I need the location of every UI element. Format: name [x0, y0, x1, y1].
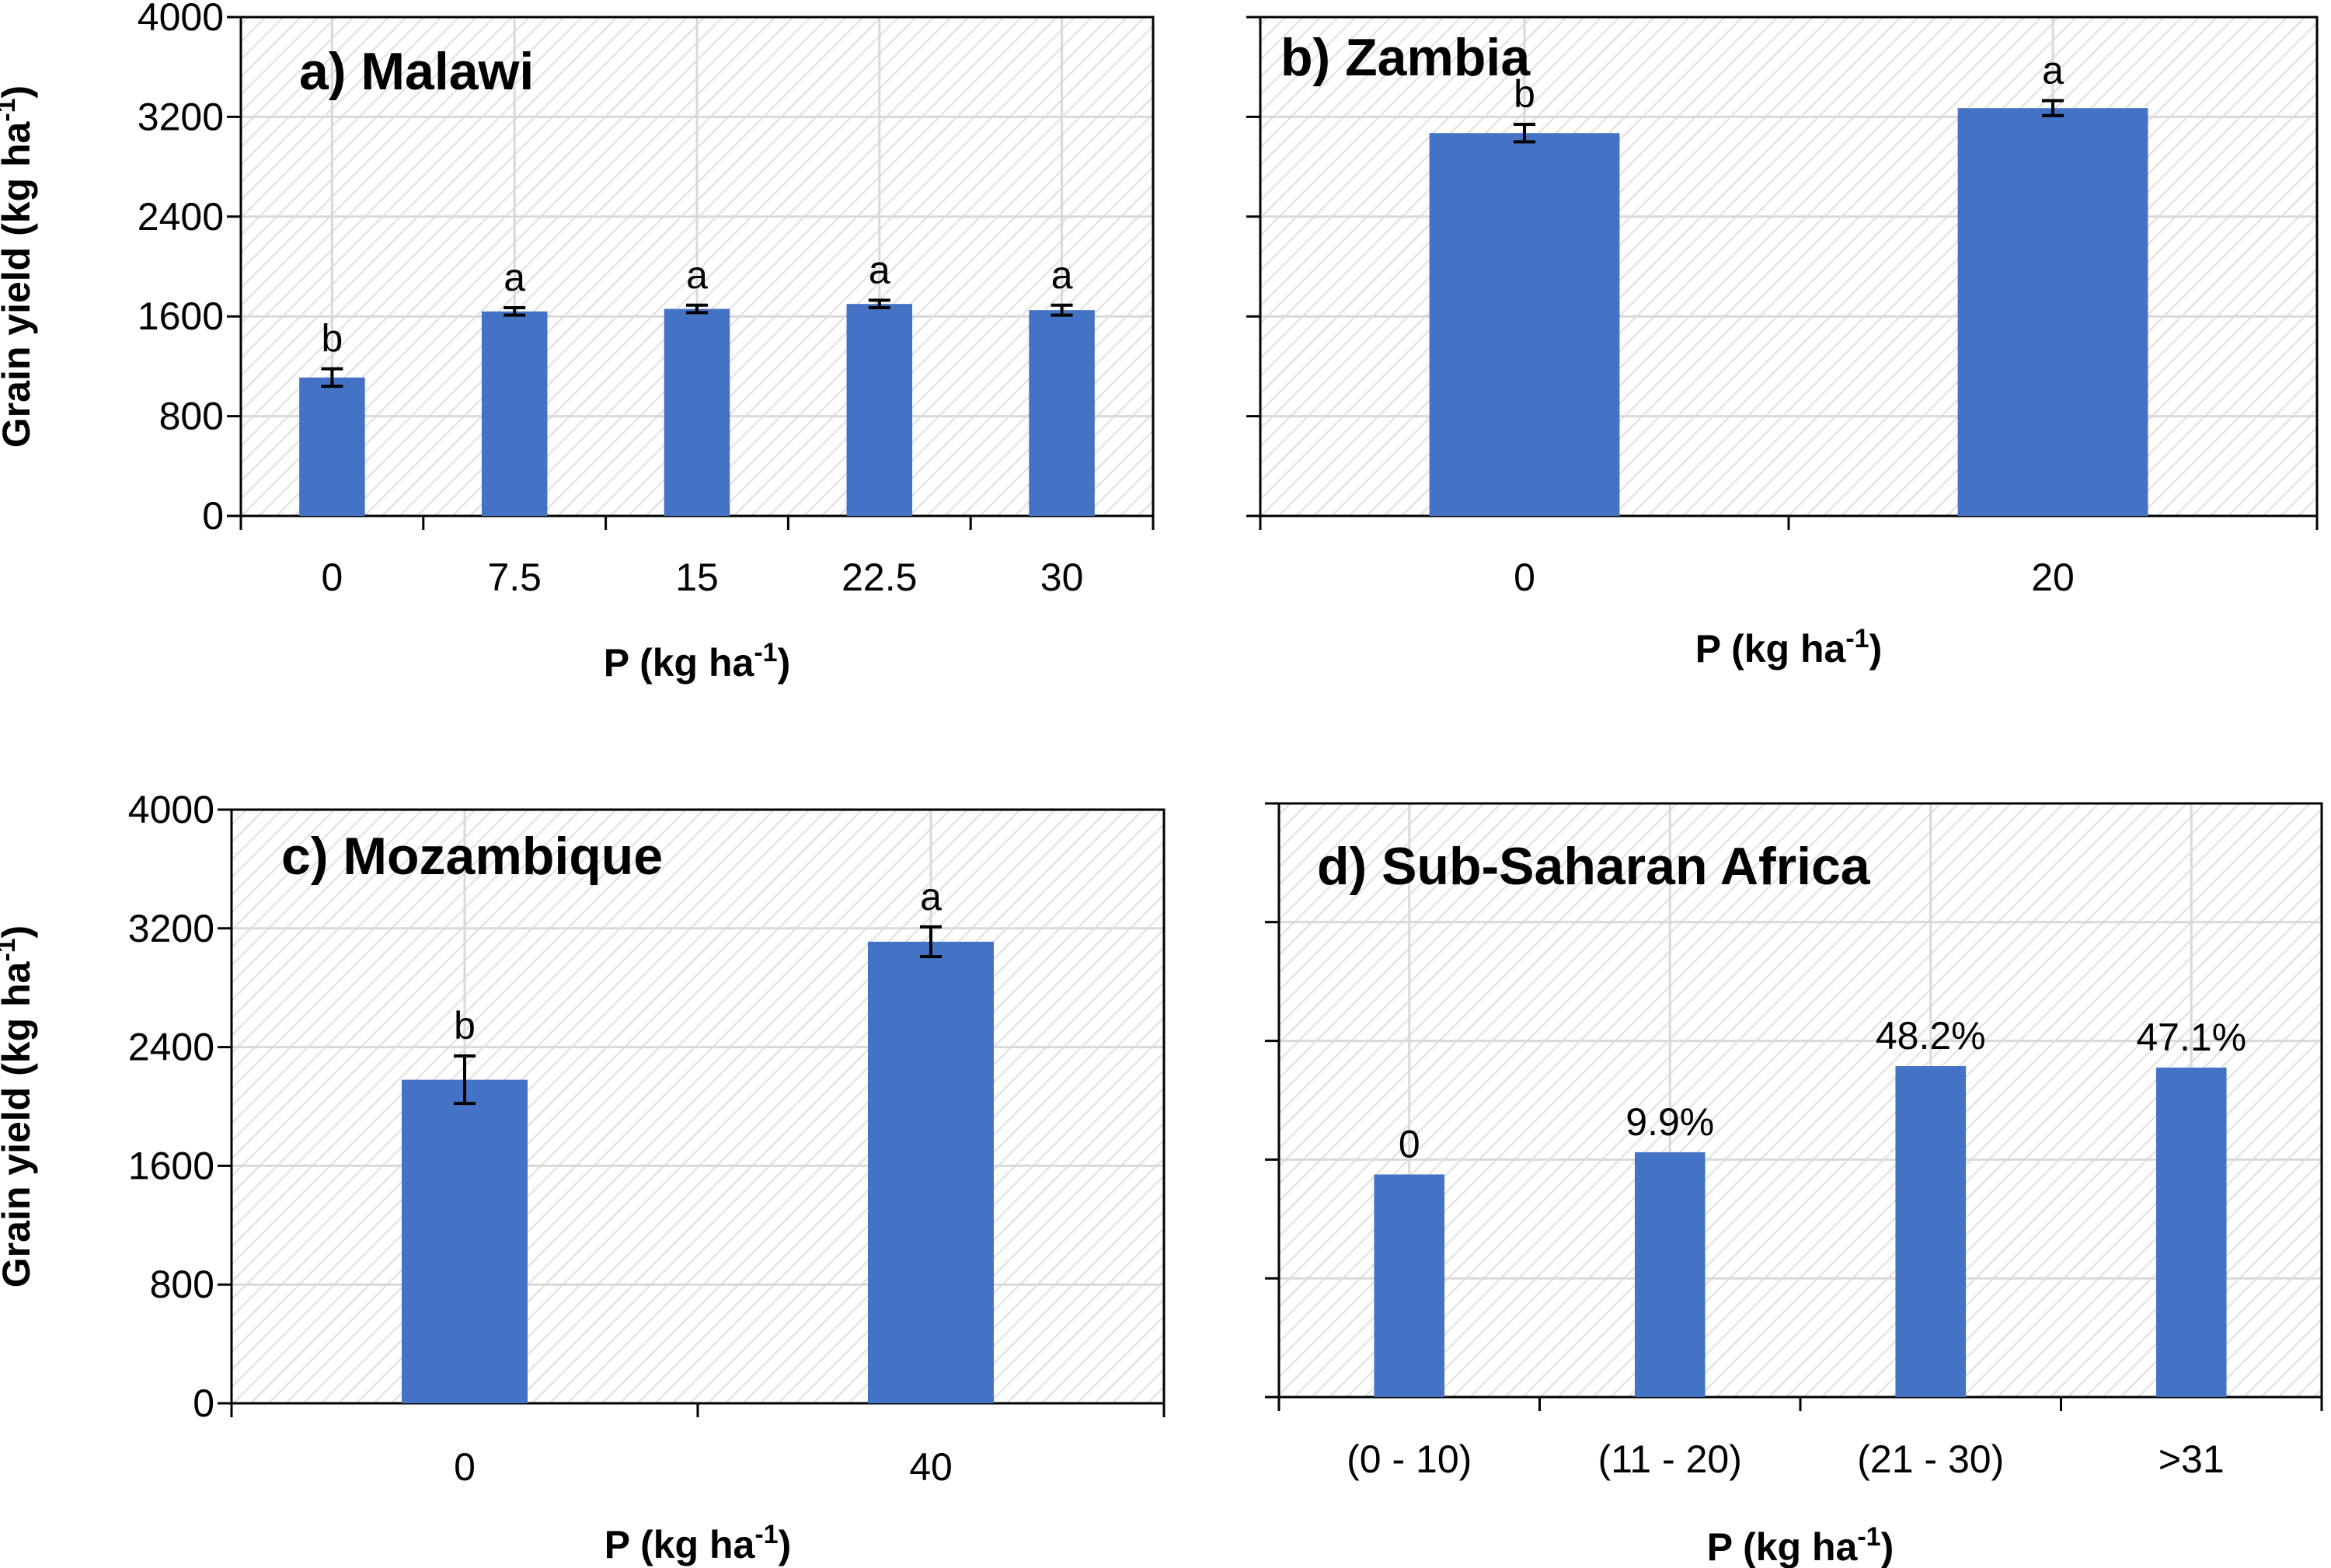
bar [1429, 133, 1620, 516]
y-tick-label: 1600 [128, 1144, 214, 1187]
x-tick-label: (0 - 10) [1347, 1437, 1472, 1481]
y-tick-label: 4000 [128, 788, 214, 831]
y-axis-title: Grain yield (kg ha-1) [0, 85, 38, 448]
x-tick-label: 30 [1040, 556, 1084, 599]
bar-data-label: 48.2% [1876, 1014, 1986, 1058]
bar-data-label: b [1514, 72, 1535, 116]
y-tick-label: 800 [159, 395, 224, 438]
bar [299, 377, 365, 516]
bar [2155, 1067, 2227, 1397]
bar-data-label: a [503, 256, 525, 299]
bar-data-label: 47.1% [2136, 1016, 2246, 1059]
panel-malawi: 0 800 1600 2400 3200 4000 b 0 a 7.5 a 15 a 22.5 a 30 a) … [0, 0, 1155, 685]
bar [1957, 108, 2148, 517]
y-axis-title: Grain yield (kg ha-1) [0, 925, 38, 1288]
x-tick-label: 40 [909, 1445, 953, 1489]
y-tick-label: 3200 [138, 95, 224, 138]
x-tick-label: (21 - 30) [1857, 1437, 2004, 1481]
y-tick-label: 800 [150, 1263, 214, 1306]
bar-data-label: a [1051, 253, 1073, 297]
y-tick-label: 4000 [138, 0, 224, 39]
bar-data-label: b [321, 317, 343, 361]
x-tick-label: 22.5 [841, 556, 917, 599]
bar-data-label: 9.9% [1625, 1100, 1714, 1144]
x-axis-title: P (kg ha-1) [604, 638, 790, 685]
plot-background [1260, 17, 2317, 516]
x-axis-title: P (kg ha-1) [605, 1520, 791, 1566]
x-tick-label: >31 [2159, 1437, 2225, 1481]
y-tick-label: 2400 [138, 195, 224, 239]
bar-data-label: a [686, 253, 708, 297]
y-tick-label: 2400 [128, 1026, 214, 1069]
x-axis-title: P (kg ha-1) [1695, 624, 1882, 671]
x-tick-label: (11 - 20) [1598, 1437, 1742, 1481]
x-tick-label: 0 [454, 1445, 476, 1489]
y-tick-label: 3200 [128, 907, 214, 950]
bar [868, 941, 994, 1403]
panel-mozambique: 0 800 1600 2400 3200 4000 b 0 a 40 c) Mozambique P … [0, 788, 1166, 1566]
plot-background [232, 810, 1164, 1403]
bar [1374, 1174, 1445, 1397]
panel-ssa: 0 (0 - 10) 9.9% (11 - 20) 48.2% (21 - 30) 47.1… [1265, 802, 2323, 1568]
x-axis-title: P (kg ha-1) [1707, 1522, 1894, 1568]
bar-data-label: a [920, 875, 942, 918]
bar [846, 304, 913, 516]
bar [664, 308, 730, 516]
panel-zambia: b 0 a 20 b) Zambia P (kg ha-1) [1246, 16, 2319, 671]
panel-title: b) Zambia [1280, 28, 1531, 87]
y-tick-label: 0 [202, 494, 224, 538]
x-tick-label: 15 [675, 556, 719, 599]
bar [1029, 310, 1095, 516]
bar-data-label: b [454, 1004, 476, 1047]
x-tick-label: 20 [2031, 556, 2075, 599]
bar-data-label: a [2042, 49, 2064, 92]
bar [402, 1079, 528, 1403]
bar [1634, 1152, 1706, 1397]
bar-data-label: 0 [1399, 1123, 1420, 1166]
bar-data-label: a [869, 248, 890, 291]
y-tick-label: 1600 [138, 294, 224, 338]
x-tick-label: 7.5 [487, 556, 542, 599]
y-tick-label: 0 [193, 1382, 214, 1425]
x-tick-label: 0 [1514, 556, 1535, 599]
bar [481, 311, 548, 516]
bar [1895, 1066, 1967, 1397]
plot-background [1279, 803, 2322, 1397]
panel-title: c) Mozambique [281, 827, 663, 886]
panel-title: a) Malawi [299, 42, 534, 101]
x-tick-label: 0 [321, 556, 343, 599]
panel-title: d) Sub-Saharan Africa [1317, 837, 1871, 896]
